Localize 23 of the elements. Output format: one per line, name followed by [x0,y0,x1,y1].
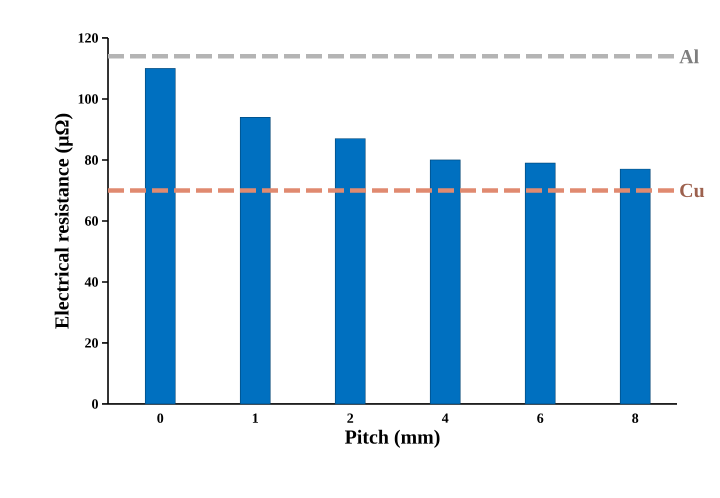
ref-line-label: Cu [680,184,704,198]
x-tick-label: 6 [537,414,544,423]
bar [334,138,366,404]
x-tick-label: 1 [252,413,258,423]
bar [430,160,461,404]
y-tick-label: 40 [84,277,98,287]
y-tick-label: 80 [85,155,98,165]
y-tick-label: 20 [85,338,98,348]
y-axis-title: Electrical resistance (μΩ) [54,114,73,329]
y-tick-label: 100 [78,94,98,104]
y-tick-label: 120 [78,33,98,43]
bar [524,162,556,404]
ref-line-label: Al [679,49,699,64]
y-tick-label: 60 [85,216,98,226]
x-tick-label: 8 [632,414,638,423]
x-tick-label: 2 [347,414,354,423]
bar [240,116,271,404]
x-tick-label: 4 [442,414,448,423]
bar [620,168,651,404]
x-axis-title: Pitch (mm) [344,430,440,448]
x-tick-label: 0 [157,414,164,423]
y-tick-label: 0 [92,399,98,409]
bar [144,68,176,404]
